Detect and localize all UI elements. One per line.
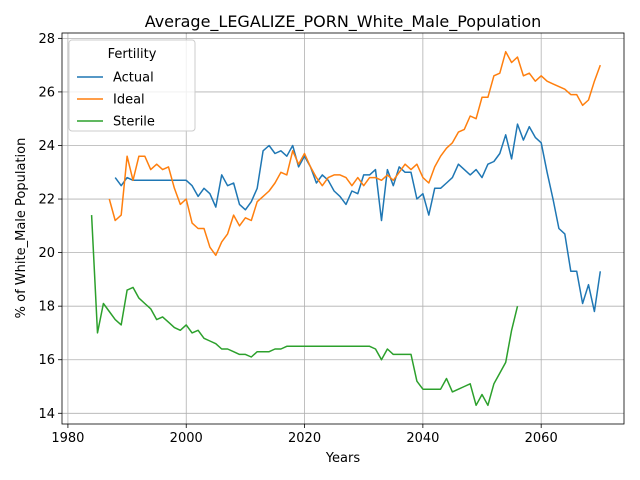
y-tick-label: 18	[38, 300, 55, 315]
x-tick-label: 2060	[525, 431, 558, 446]
y-tick-label: 24	[38, 139, 55, 154]
x-tick-label: 2040	[406, 431, 439, 446]
legend-label-ideal: Ideal	[113, 93, 145, 108]
y-tick-label: 28	[38, 32, 55, 47]
y-tick-label: 22	[38, 193, 55, 208]
y-tick-label: 26	[38, 85, 55, 100]
legend: Fertility Actual Ideal Sterile	[69, 40, 195, 131]
chart-title: Average_LEGALIZE_PORN_White_Male_Populat…	[145, 12, 542, 32]
legend-label-actual: Actual	[113, 71, 154, 86]
y-tick-label: 20	[38, 246, 55, 261]
x-tick-label: 2000	[170, 431, 203, 446]
legend-label-sterile: Sterile	[113, 115, 155, 130]
x-tick-label: 2020	[288, 431, 321, 446]
legend-title: Fertility	[108, 47, 157, 62]
y-tick-label: 16	[38, 353, 55, 368]
x-tick-label: 1980	[51, 431, 84, 446]
y-tick-label: 14	[38, 407, 55, 422]
x-axis-label: Years	[325, 451, 361, 466]
y-axis-label: % of White_Male Population	[14, 138, 29, 319]
